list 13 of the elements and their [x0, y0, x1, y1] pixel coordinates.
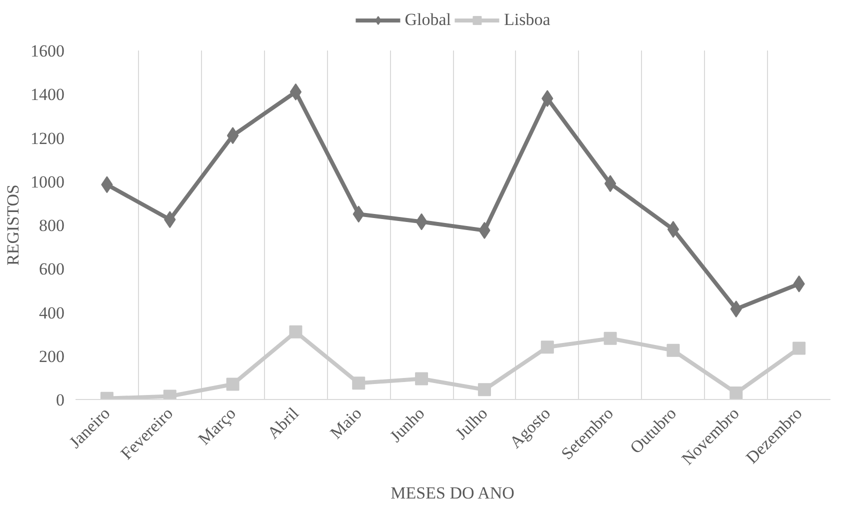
legend-label: Global [404, 10, 451, 30]
y-axis-title: REGISTOS [4, 184, 22, 266]
y-tick-label: 1200 [30, 128, 64, 148]
y-tick-label: 600 [39, 260, 64, 279]
y-tick-label: 1000 [30, 172, 64, 192]
y-tick-label: 400 [39, 303, 64, 322]
y-tick-label: 200 [39, 346, 64, 366]
legend-label: Lisboa [504, 10, 550, 30]
y-tick-label: 0 [56, 390, 64, 410]
x-axis-title: MESES DO ANO [390, 483, 514, 502]
y-tick-label: 800 [39, 216, 64, 235]
y-tick-label: 1600 [30, 42, 64, 60]
y-tick-label: 1400 [30, 85, 64, 104]
